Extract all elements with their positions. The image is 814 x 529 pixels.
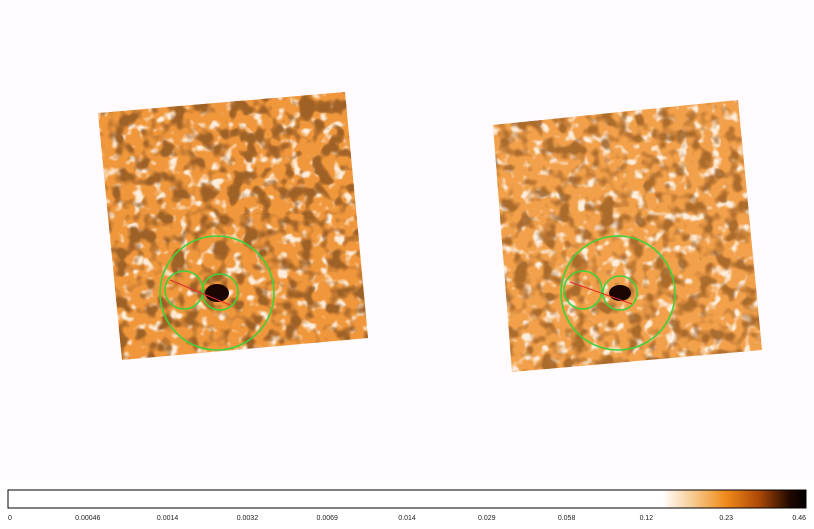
region-circle bbox=[563, 270, 603, 310]
region-circle bbox=[159, 235, 275, 351]
regions bbox=[159, 235, 676, 351]
left-image bbox=[98, 92, 368, 360]
colorbar-ticks: 0 0.00046 0.0014 0.0032 0.0069 0.014 0.029 0.05… bbox=[8, 515, 806, 522]
colorbar-tick-label: 0.029 bbox=[478, 515, 496, 522]
region-circle bbox=[164, 270, 204, 310]
region-circle bbox=[602, 275, 638, 311]
region-circle bbox=[560, 235, 676, 351]
colorbar-tick-label: 0.0069 bbox=[316, 515, 338, 522]
colorbar-tick-label: 0.12 bbox=[640, 515, 654, 522]
colorbar-tick-label: 0 bbox=[8, 515, 12, 522]
colorbar-tick-label: 0.014 bbox=[398, 515, 416, 522]
colorbar-tick-label: 0.0014 bbox=[157, 515, 179, 522]
colorbar-tick-label: 0.00046 bbox=[75, 515, 100, 522]
colorbar-tick-label: 0.23 bbox=[719, 515, 733, 522]
colorbar-tick-label: 0.46 bbox=[792, 515, 806, 522]
colorbar-tick-label: 0.0032 bbox=[237, 515, 259, 522]
region-lines bbox=[169, 279, 633, 306]
colorbar bbox=[7, 489, 807, 509]
colorbar-tick-label: 0.058 bbox=[558, 515, 576, 522]
region-circle bbox=[201, 273, 239, 311]
